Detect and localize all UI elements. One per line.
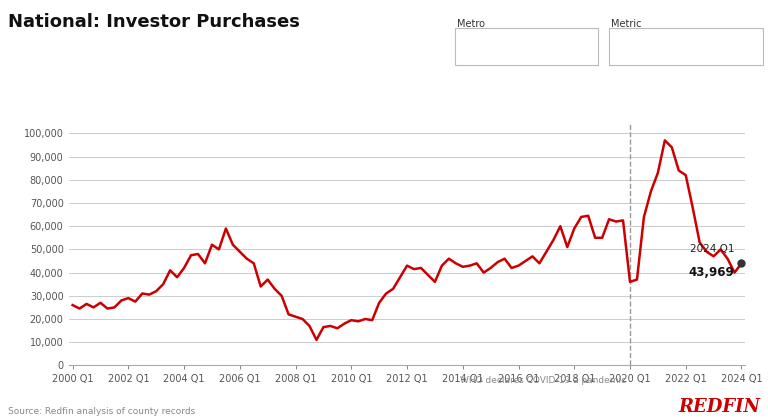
- Text: Metric: Metric: [611, 19, 641, 29]
- Text: 43,969: 43,969: [689, 266, 734, 279]
- Text: REDFIN: REDFIN: [678, 398, 760, 416]
- FancyBboxPatch shape: [455, 28, 598, 65]
- Text: Source: Redfin analysis of county records: Source: Redfin analysis of county record…: [8, 407, 195, 416]
- Text: WHO declares COVID-19 a pandemic: WHO declares COVID-19 a pandemic: [460, 376, 627, 386]
- Text: National: National: [465, 42, 508, 52]
- Text: National: Investor Purchases: National: Investor Purchases: [8, 13, 300, 31]
- Text: Investor Purchases: Investor Purchases: [618, 42, 717, 52]
- Text: ▼: ▼: [584, 42, 590, 51]
- Text: 2024 Q1: 2024 Q1: [690, 244, 734, 254]
- FancyBboxPatch shape: [609, 28, 763, 65]
- Text: Metro: Metro: [457, 19, 485, 29]
- Text: ▼: ▼: [749, 42, 755, 51]
